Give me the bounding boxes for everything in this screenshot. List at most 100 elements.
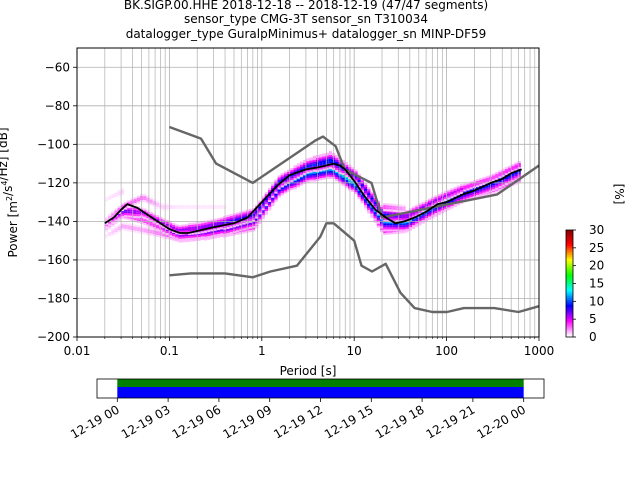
density-cell <box>210 231 214 234</box>
density-cell <box>255 204 259 207</box>
density-cell <box>450 200 454 202</box>
density-cell <box>197 237 201 239</box>
colorbar-swatch <box>566 292 573 295</box>
density-cell <box>152 205 156 208</box>
density-cell <box>386 209 390 212</box>
density-cell <box>392 227 396 230</box>
density-cell <box>104 197 108 200</box>
density-cell <box>248 218 252 221</box>
density-cell <box>216 222 220 225</box>
colorbar-swatch <box>566 320 573 324</box>
density-cell <box>383 231 387 233</box>
density-cell <box>239 217 243 220</box>
timeline-tick-label: 12-19 12 <box>271 402 325 441</box>
density-cell <box>229 218 233 221</box>
density-cell <box>181 234 185 237</box>
density-cell <box>392 218 396 221</box>
density-cell <box>418 206 422 209</box>
density-cell <box>431 212 435 215</box>
density-cell <box>431 200 435 203</box>
density-cell <box>341 183 345 186</box>
density-cell <box>184 205 188 207</box>
colorbar-swatch <box>566 242 573 245</box>
density-cell <box>181 207 185 209</box>
density-cell <box>348 180 352 183</box>
density-cell <box>213 230 217 233</box>
density-cell <box>220 217 224 220</box>
density-cell <box>159 208 163 211</box>
density-cell <box>396 210 400 213</box>
density-cell <box>514 182 518 185</box>
colorbar-label: [%] <box>612 184 626 205</box>
density-cell <box>216 207 220 209</box>
density-cell <box>444 199 448 201</box>
density-cell <box>328 174 332 177</box>
density-cell <box>303 179 307 182</box>
density-cell <box>447 195 451 198</box>
density-cell <box>152 219 156 222</box>
density-cell <box>421 206 425 209</box>
colorbar: 0 5 10 15 20 25 30 <box>565 223 604 344</box>
density-cell <box>476 192 480 195</box>
density-cell <box>354 190 358 193</box>
density-cell <box>280 183 284 186</box>
timeline-tick-label: 12-19 15 <box>322 402 376 441</box>
density-cell <box>133 228 137 231</box>
density-cell <box>469 189 473 192</box>
density-cell <box>152 221 156 224</box>
density-cell <box>111 211 115 214</box>
density-cell <box>447 197 451 200</box>
density-cell <box>447 207 451 210</box>
density-cell <box>431 208 435 211</box>
density-cell <box>402 208 406 211</box>
density-cell <box>412 212 416 215</box>
psd-frame <box>76 47 540 338</box>
density-cell <box>114 222 118 225</box>
density-cell <box>146 231 150 234</box>
density-cell <box>287 169 291 172</box>
density-cell <box>380 226 384 229</box>
colorbar-tick-label: 10 <box>589 294 604 308</box>
density-cell <box>165 229 169 231</box>
density-cell <box>319 155 323 158</box>
density-cell <box>194 232 198 235</box>
density-cell <box>146 224 150 227</box>
timeline-tick-label: 12-19 21 <box>424 402 478 441</box>
density-cell <box>172 224 176 227</box>
density-cell <box>482 188 486 191</box>
density-cell <box>485 187 489 190</box>
density-cell <box>319 161 323 164</box>
density-cell <box>396 229 400 232</box>
density-cell <box>258 215 262 218</box>
colorbar-swatch <box>566 233 573 236</box>
density-cell <box>194 207 198 209</box>
density-cell <box>412 223 416 226</box>
density-cell <box>252 213 256 216</box>
density-cell <box>453 203 457 206</box>
density-cell <box>335 175 339 178</box>
density-cell <box>389 216 393 219</box>
density-cell <box>191 224 195 227</box>
density-cell <box>354 192 358 195</box>
density-cell <box>341 159 345 162</box>
density-cell <box>405 226 409 229</box>
density-cell <box>200 238 204 241</box>
density-cell <box>258 210 262 213</box>
density-cell <box>325 159 329 162</box>
density-cell <box>492 187 496 190</box>
density-cell <box>188 223 192 225</box>
density-cell <box>156 215 160 218</box>
colorbar-tick-label: 15 <box>589 277 604 291</box>
density-cell <box>191 232 195 235</box>
density-cell <box>386 212 390 215</box>
colorbar-swatch <box>566 324 573 327</box>
density-cell <box>271 193 275 196</box>
density-cell <box>280 177 284 180</box>
density-cell <box>476 185 480 188</box>
density-cell <box>255 210 259 213</box>
density-cell <box>111 215 115 218</box>
x-tick-label: 0.1 <box>160 344 179 358</box>
density-cell <box>239 211 243 214</box>
density-cell <box>188 207 192 209</box>
density-cell <box>165 227 169 230</box>
